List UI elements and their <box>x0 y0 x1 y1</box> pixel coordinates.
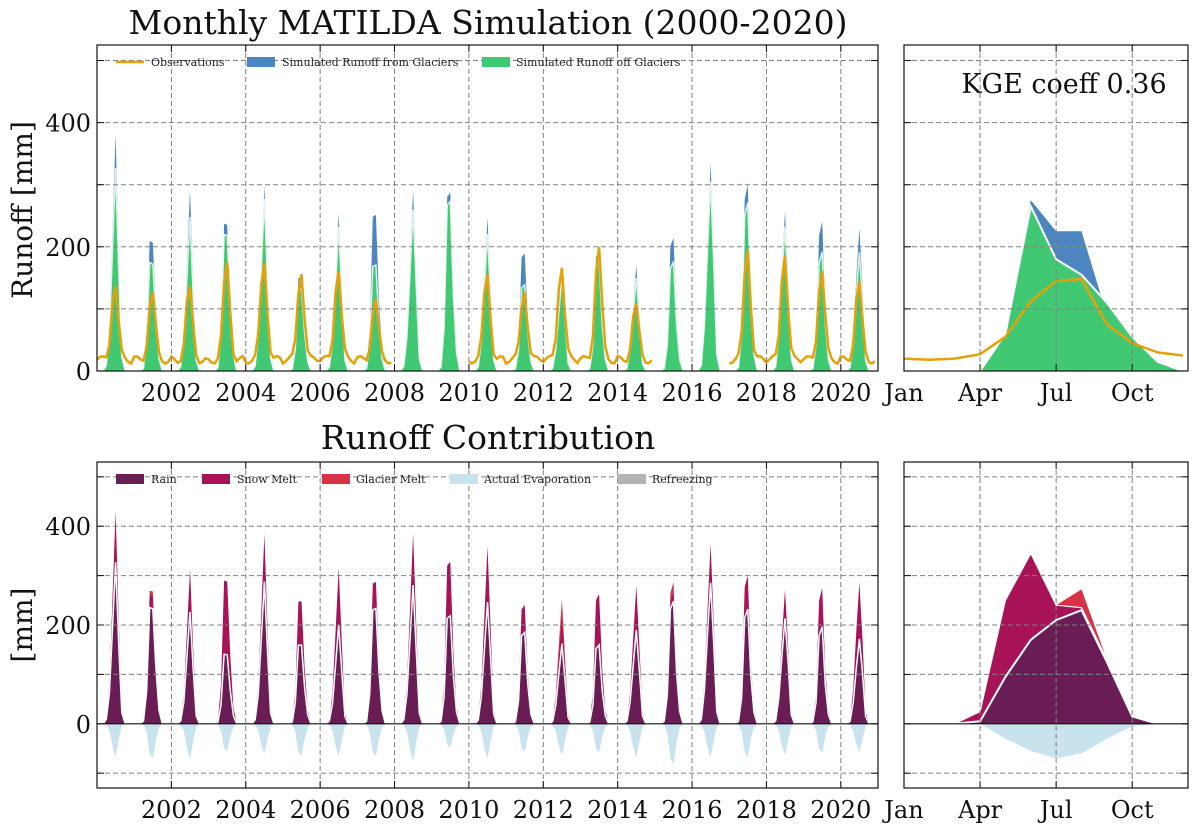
y-axis-label-mm: [mm] <box>6 588 39 663</box>
legend-label-offglacier-runoff: Simulated Runoff off Glaciers <box>516 56 681 69</box>
legend-label-refreezing: Refreezing <box>652 473 713 486</box>
legend-swatch-rain <box>116 474 144 484</box>
x-tick-label: Apr <box>957 796 1003 824</box>
legend-label-snow-melt: Snow Melt <box>237 473 297 486</box>
legend-runoff-contribution: Rain Snow Melt Glacier Melt Actual Evapo… <box>116 473 713 486</box>
x-tick-label: 2008 <box>364 796 425 824</box>
legend-swatch-glacier-melt <box>322 474 350 484</box>
axes-frame <box>96 44 879 372</box>
legend-swatch-snow-melt <box>202 474 230 484</box>
x-tick-label: 2018 <box>736 379 797 407</box>
panel-runoff-contribution: 0 200 400 2002 2004 2006 2008 2010 2012 2014 2016 2… <box>45 461 879 824</box>
evaporation-area <box>97 723 875 765</box>
x-tick-label: 2010 <box>438 379 499 407</box>
panel-seasonal-contribution: Jan Apr Jul Oct <box>881 461 1189 824</box>
legend-swatch-evaporation <box>450 474 478 484</box>
legend-monthly-simulation: Observations Simulated Runoff from Glaci… <box>116 56 681 69</box>
x-tick-label: 2002 <box>141 379 202 407</box>
rain-boundary-line <box>97 562 875 725</box>
x-tick-label: 2004 <box>215 379 276 407</box>
seasonal-rain-area <box>904 610 1183 724</box>
legend-label-evaporation: Actual Evaporation <box>483 473 591 486</box>
x-tick-label: 2014 <box>587 796 648 824</box>
legend-label-glacier-melt: Glacier Melt <box>356 473 426 486</box>
legend-label-rain: Rain <box>151 473 177 486</box>
x-tick-label: 2010 <box>438 796 499 824</box>
y-tick-label: 0 <box>76 358 91 386</box>
legend-label-observations: Observations <box>151 56 225 69</box>
x-tick-label: 2012 <box>513 796 574 824</box>
y-axis-label-runoff: Runoff [mm] <box>6 121 39 299</box>
x-tick-label: 2020 <box>810 379 871 407</box>
x-tick-label: Apr <box>957 379 1003 407</box>
x-tick-label: 2016 <box>662 796 723 824</box>
x-tick-label: 2020 <box>810 796 871 824</box>
x-tick-label: 2016 <box>662 379 723 407</box>
panel-seasonal-simulation: Jan Apr Jul Oct <box>881 44 1189 407</box>
x-tick-label: 2008 <box>364 379 425 407</box>
kge-annotation: KGE coeff 0.36 <box>961 69 1166 100</box>
x-tick-label: 2018 <box>736 796 797 824</box>
observations-line <box>96 246 876 366</box>
x-tick-label: 2006 <box>290 379 351 407</box>
x-tick-label: Oct <box>1111 796 1154 824</box>
x-tick-label: Jan <box>881 796 923 824</box>
legend-label-glacier-runoff: Simulated Runoff from Glaciers <box>282 56 459 69</box>
panel-monthly-simulation: 0 200 400 2002 2004 2006 2008 2010 2012 2014 2016 2… <box>45 44 879 407</box>
chart-title-monthly: Monthly MATILDA Simulation (2000-2020) <box>129 3 848 42</box>
legend-swatch-refreezing <box>618 474 646 484</box>
y-tick-label: 200 <box>45 612 91 640</box>
offglacier-boundary-line <box>97 167 875 372</box>
x-tick-label: 2012 <box>513 379 574 407</box>
y-tick-label: 0 <box>76 711 91 739</box>
x-tick-label: 2004 <box>215 796 276 824</box>
x-tick-label: Jan <box>881 379 923 407</box>
seasonal-evaporation-area <box>904 723 1183 759</box>
x-tick-label: 2014 <box>587 379 648 407</box>
legend-swatch-glacier-runoff <box>247 57 275 67</box>
y-tick-label: 400 <box>45 110 91 138</box>
rain-area <box>97 562 875 724</box>
axes-frame <box>903 44 1189 372</box>
y-tick-label: 200 <box>45 234 91 262</box>
seasonal-snow-melt-area <box>904 553 1183 724</box>
x-tick-label: 2002 <box>141 796 202 824</box>
seasonal-observations-line <box>903 277 1184 362</box>
legend-swatch-offglacier-runoff <box>482 57 510 67</box>
chart-title-contribution: Runoff Contribution <box>321 418 655 457</box>
x-tick-label: Jul <box>1037 379 1073 407</box>
y-tick-label: 400 <box>45 513 91 541</box>
x-tick-label: Oct <box>1111 379 1154 407</box>
x-tick-label: Jul <box>1037 796 1073 824</box>
x-tick-label: 2006 <box>290 796 351 824</box>
